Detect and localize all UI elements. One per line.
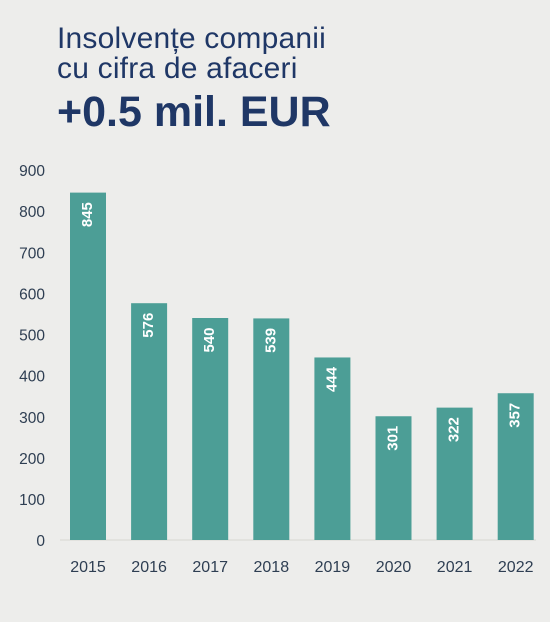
bar-2022 <box>497 393 534 540</box>
data-label-2016: 576 <box>140 313 157 338</box>
y-tick-label: 800 <box>19 204 45 221</box>
x-tick-label: 2015 <box>70 559 106 576</box>
data-label-2022: 357 <box>507 403 524 428</box>
x-tick-label: 2022 <box>498 559 534 576</box>
y-tick-label: 900 <box>19 163 45 180</box>
x-tick-label: 2021 <box>437 559 473 576</box>
data-label-2017: 540 <box>201 327 218 352</box>
data-label-2015: 845 <box>79 202 96 227</box>
y-tick-label: 300 <box>19 410 45 427</box>
y-tick-label: 200 <box>19 451 45 468</box>
data-label-2019: 444 <box>323 366 340 392</box>
chart-title-line3: +0.5 mil. EUR <box>57 88 331 136</box>
bar-2018 <box>253 318 290 540</box>
bar-2020 <box>375 416 412 540</box>
bar-2015 <box>70 192 106 540</box>
data-label-2021: 322 <box>446 417 463 442</box>
y-tick-label: 400 <box>19 369 45 386</box>
x-tick-label: 2020 <box>376 559 412 576</box>
x-tick-label: 2016 <box>131 559 167 576</box>
bar-2021 <box>436 407 473 540</box>
y-tick-label: 700 <box>19 245 45 262</box>
y-tick-label: 500 <box>19 328 45 345</box>
chart-title-line2: cu cifra de afaceri <box>57 52 298 85</box>
y-tick-label: 0 <box>36 533 45 550</box>
bar-2019 <box>314 357 351 540</box>
chart-title: Insolvențe companii cu cifra de afaceri … <box>57 22 331 136</box>
y-tick-label: 100 <box>19 492 45 509</box>
x-tick-label: 2018 <box>254 559 290 576</box>
bar-2016 <box>131 303 168 540</box>
x-tick-label: 2017 <box>192 559 228 576</box>
data-label-2020: 301 <box>384 426 401 451</box>
x-tick-label: 2019 <box>315 559 351 576</box>
bar-2017 <box>192 318 229 540</box>
y-tick-label: 600 <box>19 286 45 303</box>
chart-title-line1: Insolvențe companii <box>57 22 326 55</box>
data-label-2018: 539 <box>262 328 279 353</box>
